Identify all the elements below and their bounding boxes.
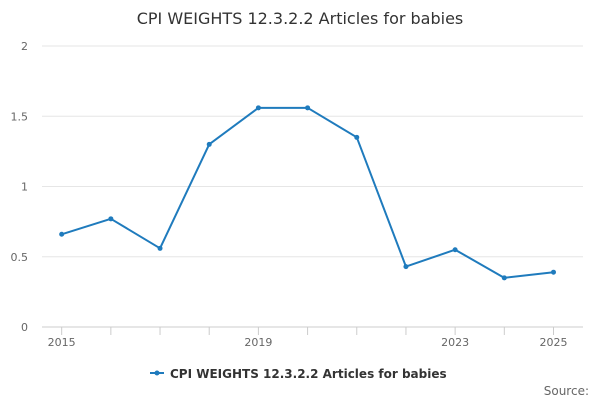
- x-tick-label: 2019: [244, 336, 272, 349]
- source-credit[interactable]: Source:: [544, 384, 589, 398]
- data-point[interactable]: [305, 105, 311, 111]
- y-tick-label: 2: [21, 40, 28, 53]
- y-tick-label: 0.5: [11, 251, 29, 264]
- legend-label[interactable]: CPI WEIGHTS 12.3.2.2 Articles for babies: [170, 367, 447, 381]
- data-point[interactable]: [452, 247, 458, 253]
- y-tick-label: 1: [21, 181, 28, 194]
- series-line: [61, 106, 554, 279]
- legend-swatch-marker: [154, 370, 160, 376]
- y-tick-label: 0: [21, 321, 28, 334]
- data-point[interactable]: [157, 245, 163, 251]
- data-point[interactable]: [550, 269, 556, 275]
- data-point[interactable]: [108, 216, 114, 222]
- legend[interactable]: CPI WEIGHTS 12.3.2.2 Articles for babies: [150, 367, 447, 381]
- data-point[interactable]: [403, 264, 409, 270]
- series-group: [59, 105, 556, 281]
- data-point[interactable]: [354, 134, 360, 140]
- data-point[interactable]: [255, 105, 261, 111]
- data-point[interactable]: [59, 231, 65, 237]
- x-tick-label: 2015: [48, 336, 76, 349]
- data-point[interactable]: [501, 275, 507, 281]
- chart-title: CPI WEIGHTS 12.3.2.2 Articles for babies: [137, 9, 464, 28]
- x-tick-label: 2025: [539, 336, 567, 349]
- y-tick-label: 1.5: [11, 110, 29, 123]
- gridlines: [42, 45, 583, 258]
- data-point[interactable]: [206, 141, 212, 147]
- x-axis: 2015 2019 2023 2025: [42, 326, 583, 349]
- x-tick-label: 2023: [441, 336, 469, 349]
- y-axis: 0 0.5 1 1.5 2: [11, 40, 29, 334]
